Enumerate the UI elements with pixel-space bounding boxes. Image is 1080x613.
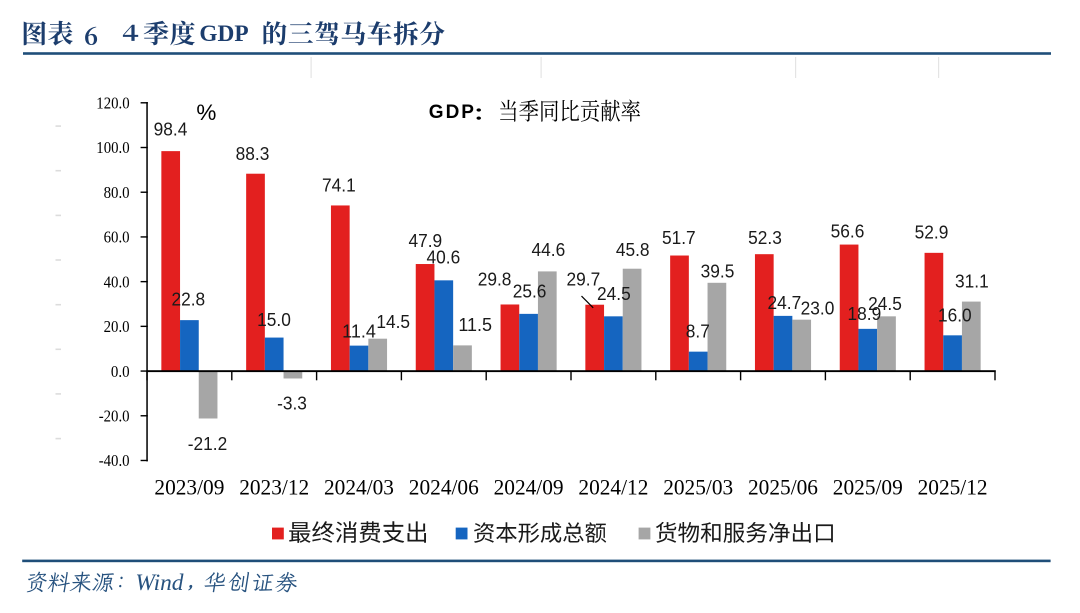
- svg-text:24.7: 24.7: [768, 292, 802, 313]
- svg-text:24.5: 24.5: [868, 293, 902, 314]
- svg-text:-20.0: -20.0: [99, 406, 130, 425]
- svg-text:51.7: 51.7: [662, 227, 696, 248]
- svg-text:2023/12: 2023/12: [239, 474, 309, 499]
- svg-text:0.0: 0.0: [111, 362, 130, 381]
- svg-text:23.0: 23.0: [801, 298, 835, 319]
- svg-text:2025/03: 2025/03: [663, 474, 733, 499]
- svg-text:40.6: 40.6: [427, 247, 461, 268]
- svg-text:2025/09: 2025/09: [833, 474, 903, 499]
- svg-text:52.3: 52.3: [748, 227, 782, 248]
- svg-text:47.9: 47.9: [408, 230, 442, 251]
- svg-text:88.3: 88.3: [236, 143, 270, 164]
- svg-text:GDP: GDP: [429, 102, 476, 123]
- svg-text:8.7: 8.7: [686, 321, 710, 342]
- svg-text:2024/12: 2024/12: [578, 474, 648, 499]
- svg-text:98.4: 98.4: [154, 119, 188, 140]
- svg-text:24.5: 24.5: [597, 283, 631, 304]
- svg-text:56.6: 56.6: [831, 221, 865, 242]
- svg-text:25.6: 25.6: [513, 280, 547, 301]
- svg-text:29.7: 29.7: [567, 269, 601, 290]
- svg-text:2025/06: 2025/06: [748, 474, 818, 499]
- svg-text:15.0: 15.0: [257, 309, 291, 330]
- svg-text:2024/09: 2024/09: [494, 474, 564, 499]
- svg-text:80.0: 80.0: [104, 183, 130, 202]
- svg-text:29.8: 29.8: [478, 269, 512, 290]
- svg-text:Wind: Wind: [135, 570, 183, 596]
- svg-text:44.6: 44.6: [532, 239, 566, 260]
- svg-text:11.4: 11.4: [342, 320, 376, 341]
- svg-text:16.0: 16.0: [938, 305, 972, 326]
- svg-text:2025/12: 2025/12: [918, 474, 988, 499]
- svg-text:18.9: 18.9: [848, 303, 882, 324]
- svg-text:-3.3: -3.3: [277, 392, 307, 413]
- svg-text:20.0: 20.0: [104, 317, 130, 336]
- svg-text:45.8: 45.8: [616, 239, 650, 260]
- svg-text:GDP: GDP: [199, 21, 248, 47]
- svg-text:120.0: 120.0: [96, 94, 129, 113]
- svg-text:52.9: 52.9: [915, 221, 949, 242]
- svg-text:11.5: 11.5: [458, 314, 492, 335]
- svg-text:31.1: 31.1: [955, 271, 989, 292]
- svg-text:2023/09: 2023/09: [154, 474, 224, 499]
- svg-text:-40.0: -40.0: [99, 451, 130, 470]
- svg-text:40.0: 40.0: [104, 272, 130, 291]
- svg-text:%: %: [196, 100, 216, 125]
- svg-text:74.1: 74.1: [322, 175, 356, 196]
- svg-text:2024/06: 2024/06: [409, 474, 479, 499]
- svg-text:2024/03: 2024/03: [324, 474, 394, 499]
- svg-text:100.0: 100.0: [96, 138, 129, 157]
- svg-text:14.5: 14.5: [376, 311, 410, 332]
- svg-text:-21.2: -21.2: [188, 433, 227, 454]
- svg-text:22.8: 22.8: [171, 288, 205, 309]
- svg-text:39.5: 39.5: [701, 261, 735, 282]
- svg-text:60.0: 60.0: [104, 228, 130, 247]
